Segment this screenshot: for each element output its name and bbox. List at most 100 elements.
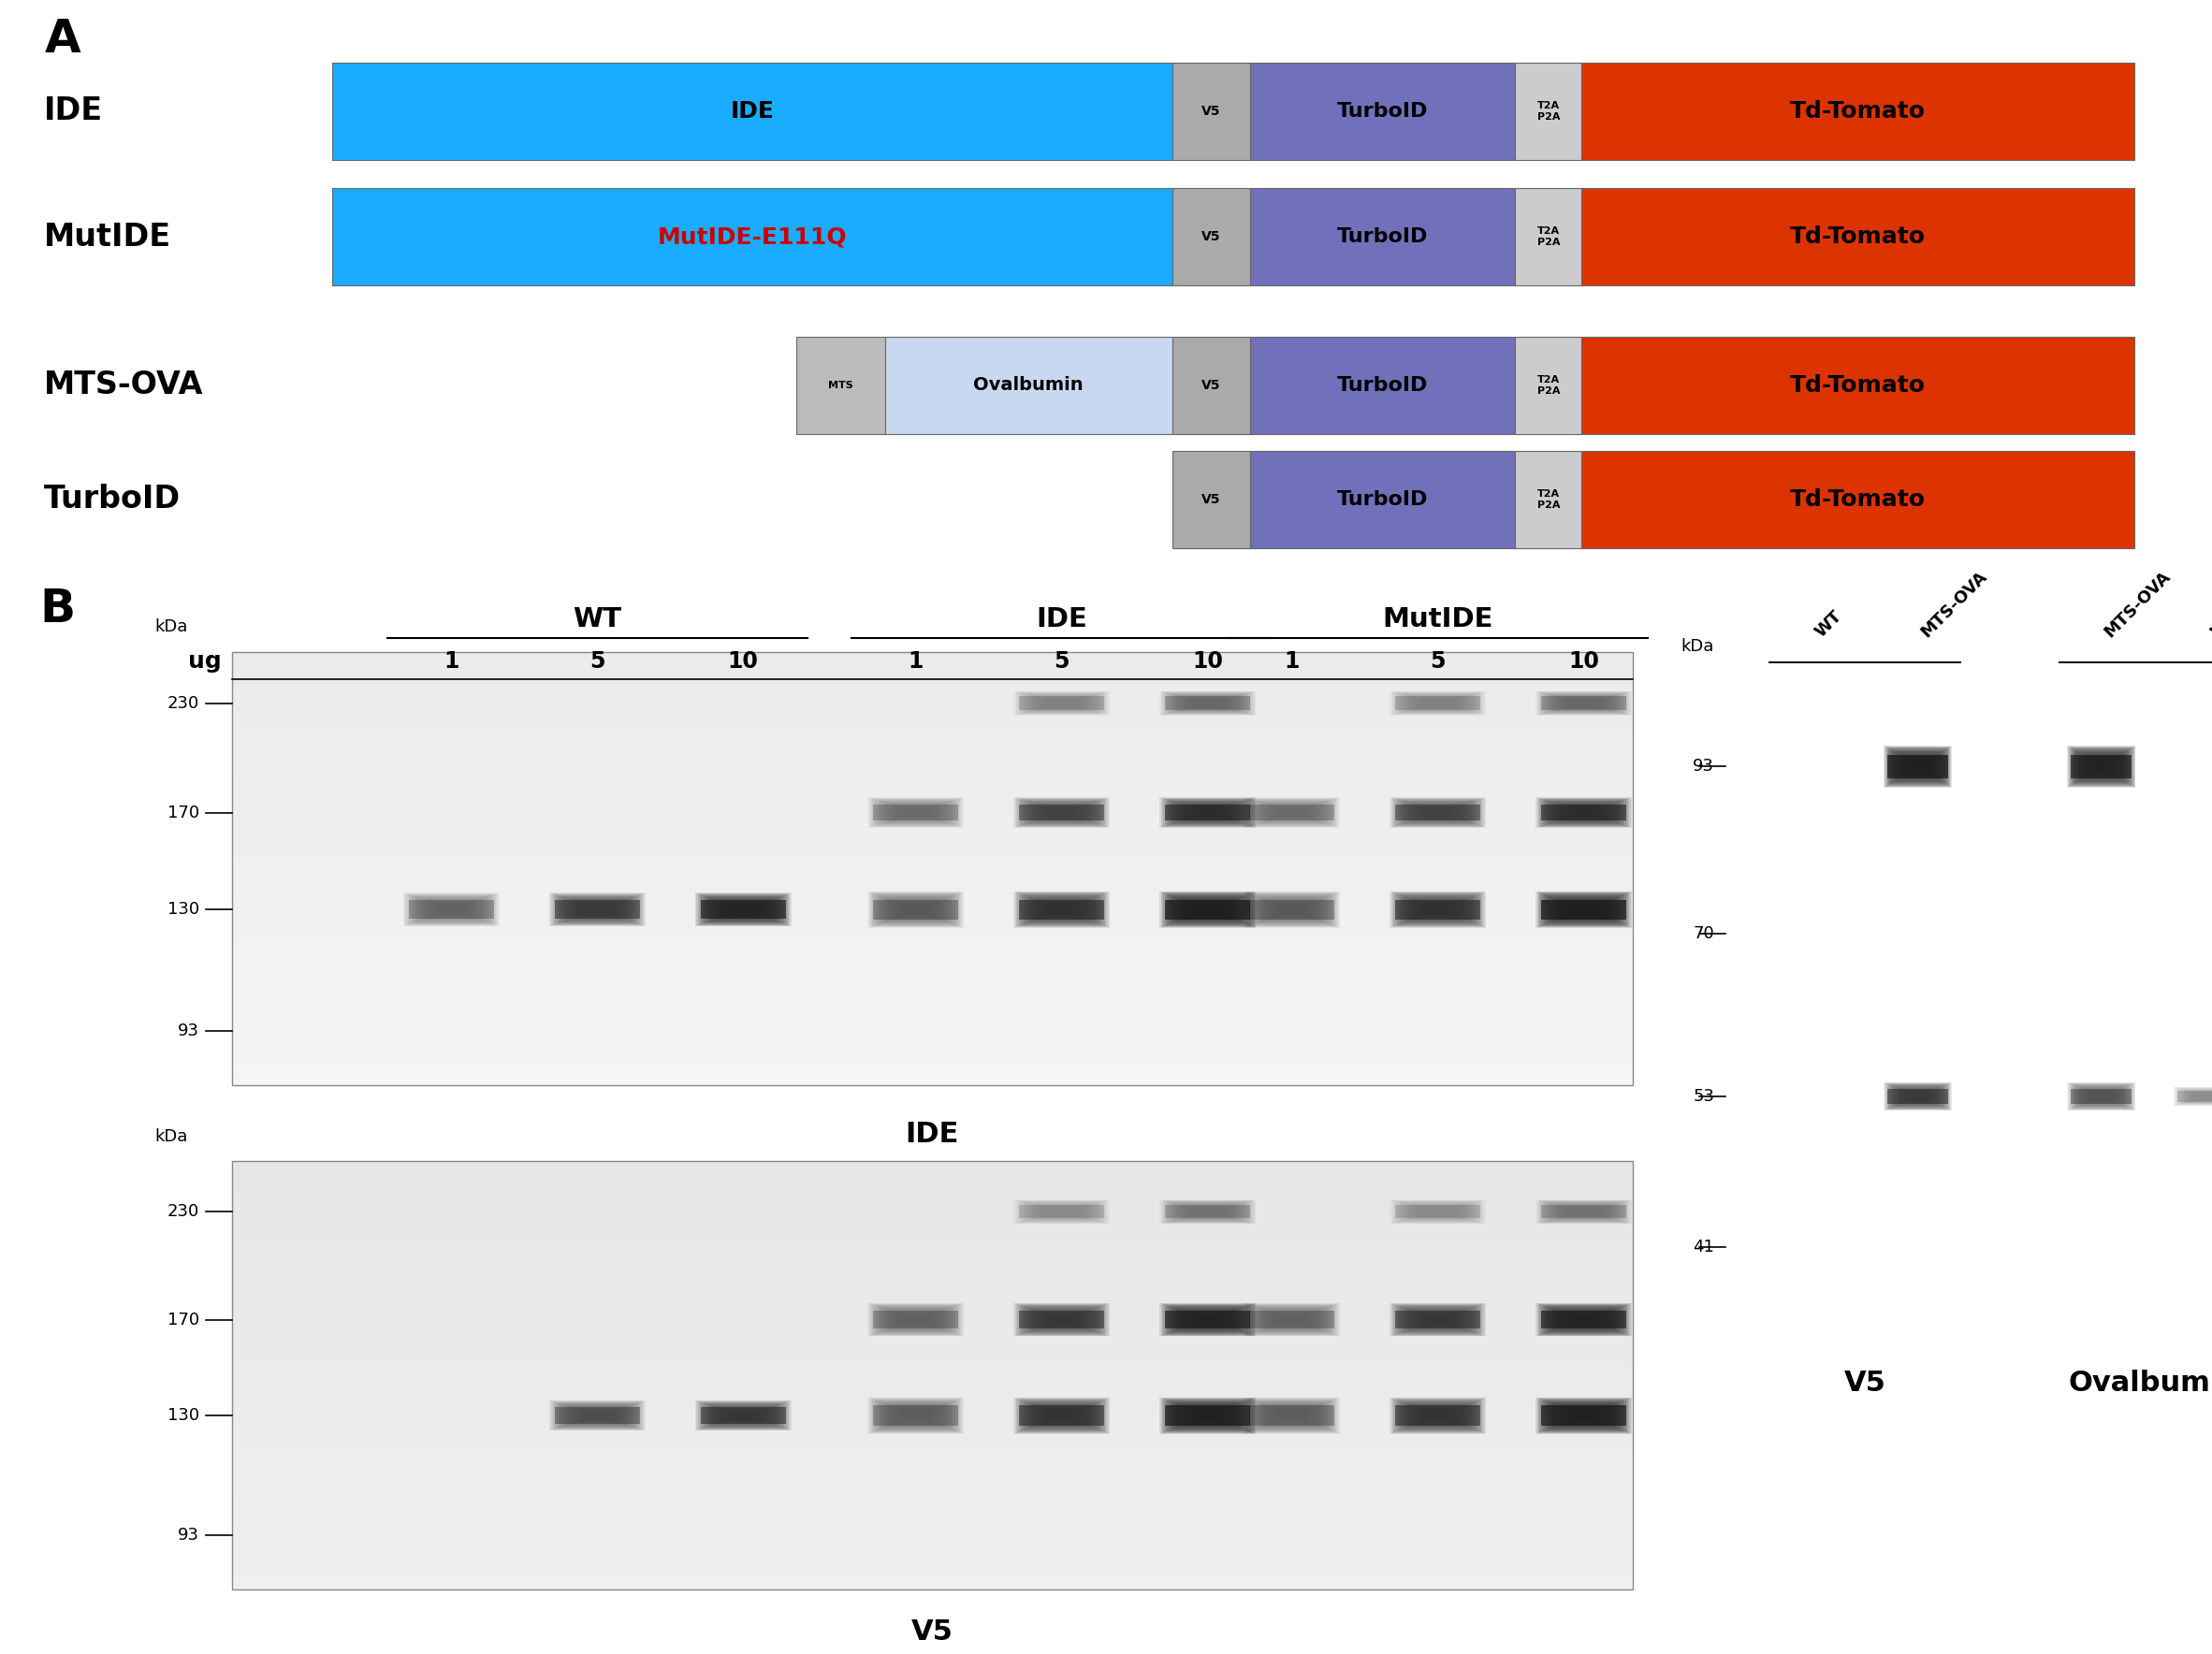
Bar [1566,903,1601,916]
Bar [551,1401,644,1431]
Bar [1020,696,1104,710]
Bar [562,896,633,921]
Bar [1270,901,1314,918]
Bar [1267,1406,1316,1426]
Bar [1022,1307,1102,1333]
Bar [232,1323,1632,1331]
Bar [1245,1303,1338,1336]
Bar [2093,761,2110,772]
Bar [551,1401,644,1431]
Text: ug: ug [188,650,221,673]
Bar [1250,900,1334,920]
Bar [1256,801,1327,824]
Bar [1024,1401,1099,1431]
Bar [909,1318,922,1322]
Bar [1183,805,1232,820]
Bar [907,810,925,815]
Bar [232,999,1632,1007]
Bar [1274,807,1310,819]
Bar [1250,1310,1334,1328]
Bar [1161,1398,1254,1432]
Bar [1540,893,1628,926]
Bar [1197,1209,1219,1214]
Bar [1020,693,1104,715]
Bar [232,1229,1632,1239]
Bar [1540,893,1628,926]
Bar [1172,1403,1243,1429]
Bar [1575,701,1593,705]
Bar [869,892,962,928]
Bar [1405,695,1471,711]
Bar [883,1308,949,1331]
Bar [894,805,938,819]
Bar [1022,1401,1102,1431]
Bar [232,1016,1632,1024]
Bar [905,809,927,817]
Bar [1413,1206,1462,1217]
Bar [1548,896,1619,923]
Bar [1916,766,1920,767]
Bar [1279,809,1305,817]
Bar [1394,799,1482,827]
Bar [1287,812,1296,814]
Bar [1905,758,1931,776]
Bar [1575,1209,1593,1214]
Bar [1422,1315,1453,1325]
Bar [1398,1401,1478,1431]
Bar [1398,1202,1478,1222]
Bar [880,896,951,923]
Bar [1175,1403,1241,1427]
Bar [1179,696,1237,711]
Bar [1398,799,1478,825]
Bar [1048,809,1075,817]
Bar [1411,1310,1464,1328]
Bar [1407,1404,1469,1427]
Bar [1398,801,1478,825]
Bar [1051,809,1073,815]
Bar [1254,895,1329,923]
Bar [1254,1401,1329,1431]
Bar [1057,1414,1066,1417]
Bar [1270,805,1314,819]
Bar [1400,693,1475,713]
Bar [1057,1318,1066,1322]
Bar [1425,905,1451,915]
Bar [1402,1307,1473,1331]
Bar [1582,452,2135,547]
Bar [1416,1206,1460,1217]
Bar [1201,810,1214,814]
Bar [887,804,945,822]
Bar [876,1305,956,1333]
Bar [1015,797,1108,827]
Bar [232,1068,1632,1077]
Bar [737,908,750,911]
Bar [1029,1403,1095,1427]
Bar [1427,809,1449,815]
Bar [1186,698,1230,708]
Bar [232,1290,1632,1298]
Bar [232,1007,1632,1016]
Bar [1579,1318,1588,1322]
Bar [232,1555,1632,1563]
Bar [2097,1095,2106,1098]
Bar [1422,1207,1453,1216]
Bar [1053,1209,1071,1214]
Bar [1407,898,1469,921]
Bar [1177,898,1239,921]
Bar [588,906,606,913]
Bar [1283,1413,1301,1419]
Bar [557,895,637,923]
Bar [1429,1209,1447,1214]
Bar [1557,900,1610,920]
Bar [1261,898,1323,921]
Bar [1575,701,1593,706]
Bar [232,772,1632,782]
Bar [1573,1315,1595,1323]
Bar [2068,1083,2135,1110]
Bar [1252,1399,1332,1431]
Bar [1546,1202,1621,1221]
Bar [232,1280,1632,1290]
Bar [1203,1318,1212,1322]
Bar [1540,1201,1628,1222]
Bar [1548,695,1619,713]
